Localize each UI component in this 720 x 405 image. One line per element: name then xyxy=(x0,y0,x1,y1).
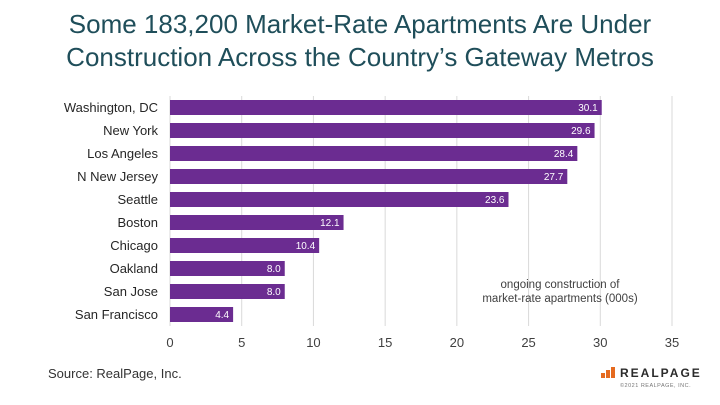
bar xyxy=(170,307,234,322)
x-tick-label: 30 xyxy=(593,335,607,350)
bar xyxy=(170,146,578,161)
category-labels: Washington, DC New York Los Angeles N New J… xyxy=(64,100,159,322)
annotation-line-1: ongoing construction of xyxy=(501,279,621,291)
bar xyxy=(170,238,320,253)
bar xyxy=(170,261,285,276)
value-label: 27.7 xyxy=(544,172,564,183)
annotation-line-2: market-rate apartments (000s) xyxy=(482,293,637,305)
value-label: 23.6 xyxy=(485,195,505,206)
x-tick-label: 10 xyxy=(306,335,320,350)
bar xyxy=(170,100,602,115)
category-label: Seattle xyxy=(118,192,158,207)
category-label: Los Angeles xyxy=(87,146,158,161)
category-label: Oakland xyxy=(110,261,158,276)
category-label: Boston xyxy=(118,215,158,230)
value-label: 30.1 xyxy=(578,103,598,114)
x-tick-label: 15 xyxy=(378,335,392,350)
value-label: 28.4 xyxy=(554,149,574,160)
category-label: San Francisco xyxy=(75,307,158,322)
realpage-logo-mark-icon xyxy=(601,367,615,378)
logo-wordmark: REALPAGE xyxy=(620,366,702,380)
bar xyxy=(170,192,509,207)
category-label: New York xyxy=(103,123,158,138)
category-label: San Jose xyxy=(104,284,158,299)
category-label: Washington, DC xyxy=(64,100,158,115)
value-label: 29.6 xyxy=(571,126,591,137)
x-tick-label: 20 xyxy=(450,335,464,350)
x-tick-label: 25 xyxy=(521,335,535,350)
bar-chart: Washington, DC New York Los Angeles N New J… xyxy=(64,96,679,350)
realpage-logo: REALPAGE ©2021 REALPAGE, INC. xyxy=(600,364,700,396)
value-label: 8.0 xyxy=(267,264,281,275)
x-tick-labels: 0 5 10 15 20 25 30 35 xyxy=(166,335,679,350)
chart-title: Some 183,200 Market-Rate Apartments Are … xyxy=(66,9,654,72)
value-labels: 30.1 29.6 28.4 27.7 23.6 12.1 10.4 8.0 8.0 4.4 xyxy=(215,103,598,321)
value-label: 12.1 xyxy=(320,218,340,229)
category-label: N New Jersey xyxy=(77,169,158,184)
x-tick-label: 35 xyxy=(665,335,679,350)
value-label: 8.0 xyxy=(267,287,281,298)
bar xyxy=(170,284,285,299)
bar xyxy=(170,169,568,184)
bar xyxy=(170,123,595,138)
x-tick-label: 5 xyxy=(238,335,245,350)
bars xyxy=(170,100,602,322)
value-label: 10.4 xyxy=(296,241,316,252)
bar xyxy=(170,215,344,230)
value-label: 4.4 xyxy=(215,310,229,321)
source-note: Source: RealPage, Inc. xyxy=(48,366,182,381)
logo-copyright: ©2021 REALPAGE, INC. xyxy=(620,383,692,389)
category-label: Chicago xyxy=(110,238,158,253)
x-tick-label: 0 xyxy=(166,335,173,350)
